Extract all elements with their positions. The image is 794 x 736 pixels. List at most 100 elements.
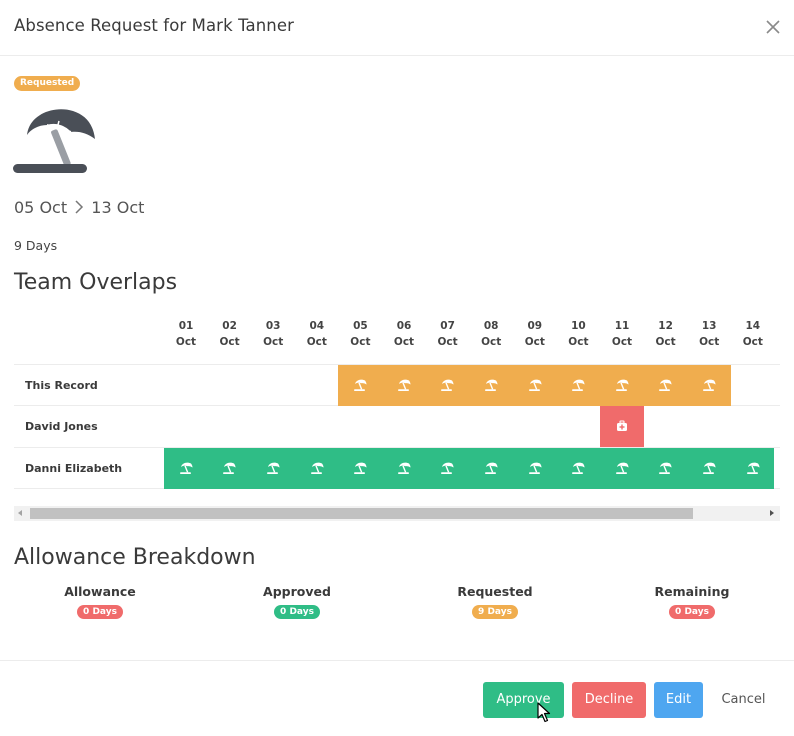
beach-umbrella-icon <box>485 379 498 391</box>
modal-title: Absence Request for Mark Tanner <box>14 16 294 35</box>
date-header-12: 12 Oct <box>644 318 688 350</box>
date-header-day: 02 <box>222 320 237 332</box>
date-header-day: 05 <box>353 320 368 332</box>
stat-label: Requested <box>457 584 533 599</box>
team-overlaps-grid: This Record David Jones Danni Elizabeth … <box>14 314 780 490</box>
date-header-month: Oct <box>481 336 502 348</box>
date-header-month: Oct <box>611 336 633 348</box>
date-header-day: 14 <box>745 320 761 332</box>
date-header-13: 13 Oct <box>687 318 731 350</box>
row-label-this-record: This Record <box>25 379 98 392</box>
date-start: 05 Oct <box>14 198 68 217</box>
medical-bag-icon <box>616 420 627 431</box>
date-header-month: Oct <box>437 336 458 348</box>
date-header-month: Oct <box>655 336 676 348</box>
row-divider <box>14 447 780 448</box>
beach-umbrella-icon <box>485 462 498 474</box>
stat-value-badge: 0 Days <box>669 605 715 619</box>
date-header-month: Oct <box>699 336 720 348</box>
approve-button[interactable]: Approve <box>483 682 564 718</box>
date-header-03: 03 Oct <box>251 318 295 350</box>
stat-remaining: Remaining 0 Days <box>607 584 777 619</box>
date-header-09: 09 Oct <box>513 318 557 350</box>
beach-umbrella-icon <box>615 462 629 474</box>
status-badge: Requested <box>14 76 81 91</box>
scroll-right-arrow-icon[interactable] <box>770 510 774 516</box>
beach-umbrella-icon <box>179 462 193 474</box>
date-header-06: 06 Oct <box>382 318 426 350</box>
date-header-07: 07 Oct <box>426 318 470 350</box>
mouse-cursor-icon <box>537 702 551 723</box>
team-overlaps-title: Team Overlaps <box>14 270 178 295</box>
close-icon[interactable] <box>763 17 783 37</box>
absence-bar-holiday[interactable] <box>164 448 775 489</box>
date-header-month: Oct <box>742 336 763 348</box>
date-header-day: 08 <box>483 320 499 332</box>
row-label-danni-elizabeth: Danni Elizabeth <box>25 462 123 475</box>
stat-allowance: Allowance 0 Days <box>15 584 185 619</box>
row-divider <box>14 364 780 365</box>
stat-value-badge: 9 Days <box>472 605 518 619</box>
date-header-day: 01 <box>178 320 194 332</box>
date-header-02: 02 Oct <box>208 318 252 350</box>
date-header-month: Oct <box>524 336 545 348</box>
beach-umbrella-icon <box>441 379 454 391</box>
date-header-11: 11 Oct <box>600 318 644 350</box>
beach-umbrella-icon <box>572 462 585 474</box>
modal-footer <box>0 660 794 736</box>
stat-requested: Requested 9 Days <box>410 584 580 619</box>
beach-umbrella-icon <box>703 462 716 474</box>
beach-umbrella-icon <box>615 379 629 391</box>
stat-approved: Approved 0 Days <box>212 584 382 619</box>
date-header-day: 04 <box>309 320 325 332</box>
allowance-breakdown-title: Allowance Breakdown <box>14 545 256 570</box>
scrollbar-thumb[interactable] <box>30 508 693 519</box>
duration-label: 9 Days <box>14 238 58 253</box>
date-header-day: 11 <box>614 320 630 332</box>
date-header-day: 03 <box>265 320 281 332</box>
date-header-month: Oct <box>175 336 197 348</box>
beach-umbrella-icon <box>354 379 367 391</box>
date-header-month: Oct <box>263 336 284 348</box>
stat-value-badge: 0 Days <box>274 605 320 619</box>
date-header-day: 13 <box>701 320 717 332</box>
beach-umbrella-icon <box>659 462 672 474</box>
date-header-day: 06 <box>396 320 412 332</box>
beach-umbrella-icon <box>223 462 236 474</box>
row-label-david-jones: David Jones <box>25 420 98 433</box>
stat-label: Approved <box>263 584 331 599</box>
date-header-month: Oct <box>350 336 371 348</box>
stat-label: Remaining <box>654 584 730 599</box>
cancel-button[interactable]: Cancel <box>721 692 766 707</box>
beach-umbrella-icon <box>528 379 542 391</box>
date-header-month: Oct <box>219 336 240 348</box>
date-header-10: 10 Oct <box>556 318 600 350</box>
date-header-day: 12 <box>658 320 673 332</box>
beach-umbrella-icon <box>267 462 280 474</box>
date-header-01: 01 Oct <box>164 318 208 350</box>
date-header-day: 10 <box>571 320 586 332</box>
date-header-month: Oct <box>568 336 589 348</box>
scroll-left-arrow-icon[interactable] <box>18 510 22 516</box>
beach-umbrella-icon <box>441 462 454 474</box>
beach-umbrella-icon <box>572 379 585 391</box>
beach-umbrella-icon <box>746 462 760 474</box>
beach-umbrella-icon <box>703 379 716 391</box>
date-range: 05 Oct 13 Oct <box>14 198 144 217</box>
beach-umbrella-icon <box>354 462 367 474</box>
chevron-right-icon <box>75 200 84 214</box>
beach-umbrella-icon <box>397 379 411 391</box>
date-header-month: Oct <box>306 336 327 348</box>
date-header-month: Oct <box>393 336 415 348</box>
edit-button[interactable]: Edit <box>654 682 703 718</box>
date-end: 13 Oct <box>91 198 145 217</box>
beach-umbrella-icon <box>13 109 95 173</box>
date-header-05: 05 Oct <box>338 318 382 350</box>
date-header-14: 14 Oct <box>731 318 775 350</box>
beach-umbrella-icon <box>310 462 324 474</box>
horizontal-scrollbar[interactable] <box>14 506 780 521</box>
decline-button[interactable]: Decline <box>572 682 646 718</box>
beach-umbrella-icon <box>659 379 672 391</box>
date-header-08: 08 Oct <box>469 318 513 350</box>
